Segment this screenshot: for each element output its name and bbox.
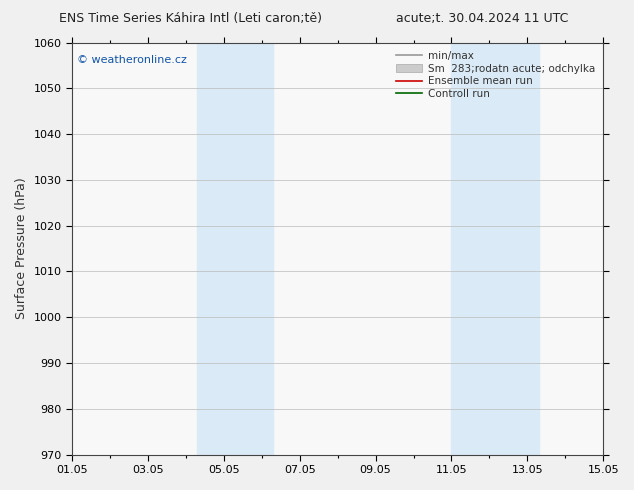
Text: © weatheronline.cz: © weatheronline.cz: [77, 55, 187, 65]
Text: ENS Time Series Káhira Intl (Leti caron;tě): ENS Time Series Káhira Intl (Leti caron;…: [59, 12, 321, 25]
Legend: min/max, Sm  283;rodatn acute; odchylka, Ensemble mean run, Controll run: min/max, Sm 283;rodatn acute; odchylka, …: [393, 48, 598, 102]
Y-axis label: Surface Pressure (hPa): Surface Pressure (hPa): [15, 178, 28, 319]
Bar: [451, 43, 539, 455]
Text: acute;t. 30.04.2024 11 UTC: acute;t. 30.04.2024 11 UTC: [396, 12, 568, 25]
Bar: [197, 43, 273, 455]
